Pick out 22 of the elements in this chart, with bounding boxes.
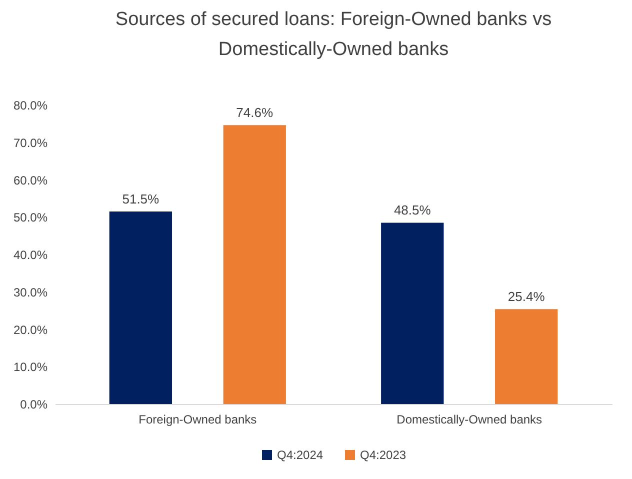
data-label: 48.5% (394, 202, 432, 218)
y-tick-label: 80.0% (13, 98, 48, 112)
y-tick-label: 70.0% (13, 136, 48, 150)
y-tick-label: 40.0% (13, 248, 48, 262)
y-tick-label: 0.0% (20, 398, 48, 412)
bar (494, 309, 558, 404)
y-tick-label: 20.0% (13, 322, 48, 337)
y-tick-label: 30.0% (13, 285, 48, 300)
data-label: 74.6% (236, 105, 274, 120)
legend-label: Q4:2023 (360, 448, 406, 462)
bar (109, 212, 172, 404)
y-tick-label: 10.0% (13, 360, 48, 374)
data-label: 51.5% (122, 192, 160, 207)
x-tick-label: Foreign-Owned banks (138, 412, 257, 426)
data-label: 25.4% (508, 289, 546, 304)
bar (381, 222, 444, 404)
chart-title: Sources of secured loans: Foreign-Owned banks vs Domestically-Owned banks (115, 9, 552, 60)
y-tick-label: 50.0% (13, 210, 48, 225)
x-tick-label: Domestically-Owned banks (396, 412, 542, 426)
y-tick-label: 60.0% (13, 173, 48, 188)
bar (223, 125, 286, 404)
legend-label: Q4:2024 (277, 448, 324, 462)
